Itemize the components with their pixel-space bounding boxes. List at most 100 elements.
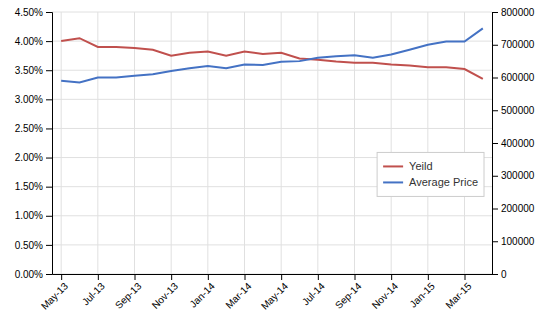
tick-label: 600000 [501,72,535,83]
grid-line [52,215,492,216]
tick-mark [46,70,52,71]
tick-label: 300000 [501,170,535,181]
grid-line [52,274,492,275]
tick-label: Jan-14 [187,280,217,310]
tick-mark [98,274,99,280]
tick: 1.00% [15,210,52,221]
axis-line [493,13,499,275]
tick-mark [46,187,52,188]
tick-label: Sep-13 [113,280,144,311]
tick-mark [318,274,319,280]
tick: Jul-14 [300,274,327,307]
tick: 100000 [492,236,535,247]
grid-line [97,12,98,274]
tick-label: 800000 [501,7,535,18]
grid-line [52,12,492,13]
chart-container: May-13 Jul-13Sep-13Nov-13Jan-14Mar-14May-… [0,0,550,322]
tick: Jan-15 [407,274,437,310]
tick-label: 0 [501,269,507,280]
tick-mark [245,274,246,280]
legend-label: Yeild [409,160,432,172]
tick: 0.50% [15,240,52,251]
tick: 2.50% [15,123,52,134]
tick-mark [492,209,498,210]
tick: Mar-14 [223,274,253,311]
tick-label: Jul-14 [300,280,327,307]
tick-mark [391,274,392,280]
tick-mark [465,274,466,280]
tick-label: Sep-14 [333,280,364,311]
tick-mark [135,274,136,280]
tick-mark [46,158,52,159]
tick: 700000 [492,39,535,50]
grid-line [317,12,318,274]
tick: 500000 [492,105,535,116]
tick: 1.50% [15,181,52,192]
legend-item: Yeild [383,160,432,172]
tick: Nov-14 [370,274,401,311]
tick-label: Nov-13 [150,280,181,311]
tick: Sep-13 [113,274,144,311]
tick-mark [46,41,52,42]
tick: May-14 [259,274,291,312]
legend-swatch [383,165,403,167]
grid-line [391,12,392,274]
tick-mark [492,45,498,46]
grid-line [427,12,428,274]
tick-mark [492,110,498,111]
tick: 0 [492,269,507,280]
tick-mark [171,274,172,280]
grid-line [61,12,62,274]
tick-mark [492,143,498,144]
tick: 3.50% [15,65,52,76]
tick-label: Mar-14 [223,280,253,310]
tick-mark [208,274,209,280]
tick-label: 2.00% [15,152,43,163]
legend-label: Average Price [409,176,478,188]
tick: 3.00% [15,94,52,105]
tick-mark [492,274,498,275]
tick-label: Jan-15 [407,280,437,310]
tick-label: 400000 [501,138,535,149]
tick-label: 1.50% [15,181,43,192]
tick: 2.00% [15,152,52,163]
tick-label: 700000 [501,39,535,50]
tick: 200000 [492,203,535,214]
tick-mark [46,12,52,13]
plot: May-13 Jul-13Sep-13Nov-13Jan-14Mar-14May-… [15,7,535,312]
tick: May-13 [39,274,71,312]
legend-item: Average Price [383,176,478,188]
tick-label: 500000 [501,105,535,116]
grid-line [464,12,465,274]
tick: Jul-13 [80,274,107,307]
tick-label: 4.50% [15,7,43,18]
grid-line [134,12,135,274]
tick: 600000 [492,72,535,83]
tick-mark [46,245,52,246]
tick-mark [492,241,498,242]
grid-line [52,244,492,245]
tick-mark [428,274,429,280]
tick-mark [492,176,498,177]
axis-line [53,274,493,275]
tick: 400000 [492,138,535,149]
tick-mark [46,274,52,275]
legend-box [377,152,484,196]
tick-label: 0.00% [15,269,43,280]
grid-line [52,128,492,129]
tick-label: 0.50% [15,240,43,251]
grid-line [354,12,355,274]
tick-mark [492,12,498,13]
tick: Mar-15 [443,274,473,311]
grid-line [52,41,492,42]
tick-label: 3.50% [15,65,43,76]
grid-line [171,12,172,274]
series-line [61,28,483,82]
chart: May-13 Jul-13Sep-13Nov-13Jan-14Mar-14May-… [0,0,550,322]
tick-label: May-13 [39,280,71,312]
tick-label: Nov-14 [370,280,401,311]
tick-mark [61,274,62,280]
y-axis: 0.00% 0.50% 1.00% 1.50% 2.00% 2.50% 3.00% 3.50%… [15,7,53,280]
grid-line [52,99,492,100]
tick-mark [281,274,282,280]
